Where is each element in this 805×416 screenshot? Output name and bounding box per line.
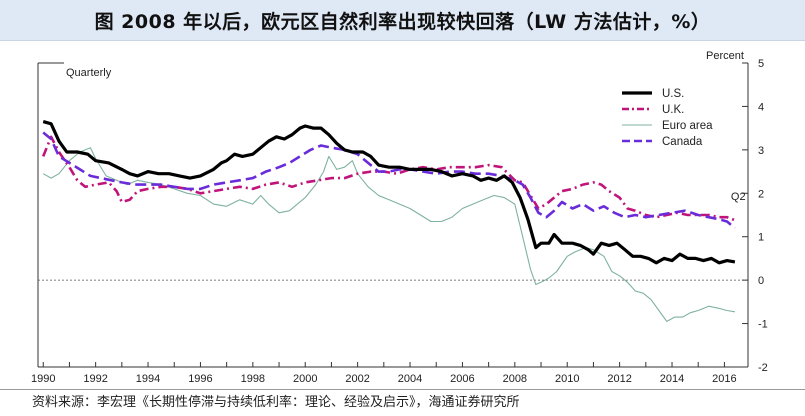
x-tick-label: 2000 (293, 373, 317, 385)
y-axis-label: Percent (706, 50, 744, 62)
series-line-canada (42, 131, 736, 230)
series-line-u-s (42, 120, 736, 265)
plot-frame (37, 62, 749, 368)
y-tick-label: 0 (758, 275, 764, 287)
end-annotation-label: Q2 (731, 191, 746, 203)
x-tick-label: 2010 (555, 373, 579, 385)
legend-label: Canada (662, 136, 703, 148)
y-tick-label: -1 (758, 319, 768, 331)
series-line-u-k (41, 135, 736, 222)
x-tick-label: 2014 (660, 373, 684, 385)
y-tick-label: 4 (758, 101, 764, 113)
x-tick-label: 1994 (136, 373, 160, 385)
source-note: 资料来源：李宏理《长期性停滞与持续低利率：理论、经验及启示》，海通证券研究所 (0, 389, 805, 416)
x-tick-label: 2016 (712, 373, 736, 385)
legend: U.S. U.K. Euro area Canada (622, 88, 713, 148)
title-bar: 图 2008 年以后，欧元区自然利率出现较快回落（LW 方法估计，%） (0, 0, 805, 41)
legend-label: Euro area (662, 120, 713, 132)
y-tick-label: -2 (758, 362, 768, 374)
x-tick-label: 1996 (188, 373, 212, 385)
series-lines (41, 120, 736, 322)
line-chart: 1990 1992 1994 1996 1998 2000 2002 2004 2006 2008… (31, 50, 768, 385)
legend-label: U.S. (662, 88, 684, 100)
y-tick-label: 2 (758, 188, 764, 200)
x-tick-label: 2012 (607, 373, 631, 385)
x-tick-label: 2008 (503, 373, 527, 385)
x-tick-label: 1998 (241, 373, 265, 385)
x-tick-label: 2006 (450, 373, 474, 385)
x-tick-label: 2002 (345, 373, 369, 385)
frequency-label: Quarterly (66, 67, 112, 79)
x-tick-label: 1992 (83, 373, 107, 385)
y-tick-label: 1 (758, 232, 764, 244)
y-axis: -2 -1 0 1 2 3 4 5 (742, 58, 768, 374)
x-axis: 1990 1992 1994 1996 1998 2000 2002 2004 2006 2008… (31, 362, 737, 385)
y-tick-label: 5 (758, 58, 764, 70)
y-tick-label: 3 (758, 145, 764, 157)
legend-label: U.K. (662, 104, 684, 116)
x-tick-label: 1990 (31, 373, 55, 385)
chart-title: 图 2008 年以后，欧元区自然利率出现较快回落（LW 方法估计，%） (94, 10, 711, 33)
x-tick-label: 2004 (398, 373, 422, 385)
